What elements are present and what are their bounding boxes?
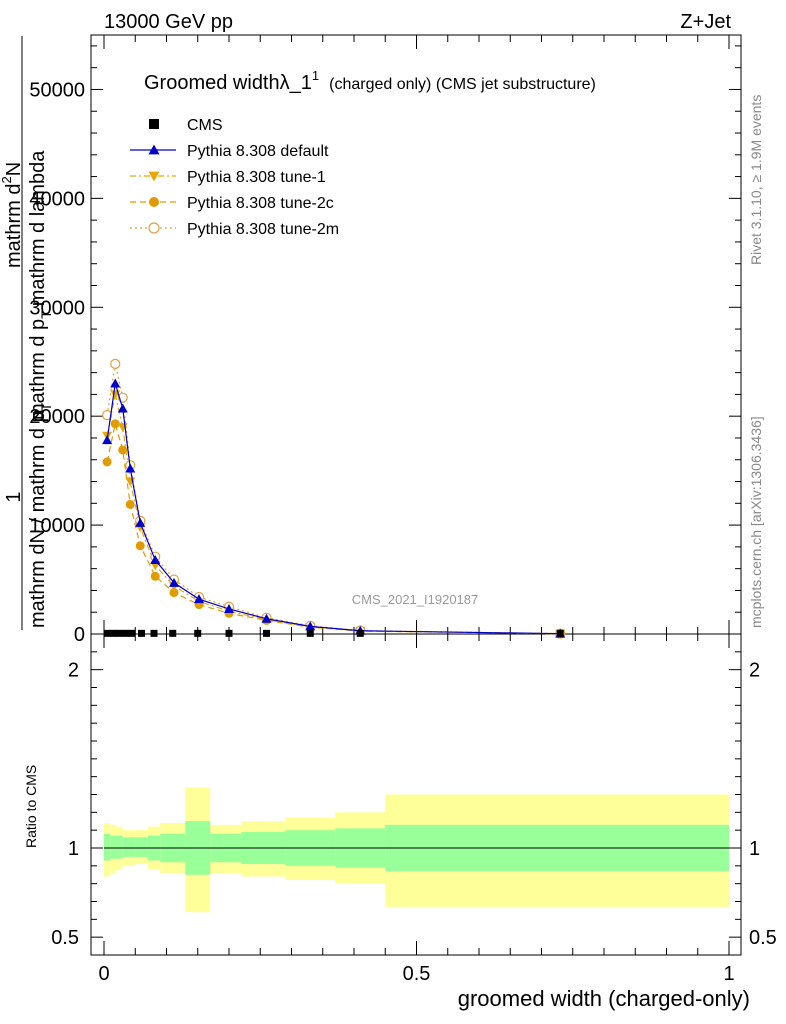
legend-marker-default [148, 144, 160, 155]
legend-label-tune2c: Pythia 8.308 tune-2c [187, 195, 334, 212]
legend: CMS Pythia 8.308 default Pythia 8.308 tune… [130, 117, 339, 238]
title-paren: (charged only) (CMS jet substructure) [329, 76, 596, 93]
ratio-ytick-label-left: 0.5 [51, 927, 79, 949]
series-point-tune2c [150, 571, 160, 581]
legend-marker-tune2c [149, 197, 159, 207]
ratio-band-inner [135, 837, 148, 857]
ratio-band-inner [116, 835, 123, 859]
header-left: 13000 GeV pp [104, 11, 233, 33]
series-point-default [110, 378, 121, 388]
series-point-default [102, 435, 113, 445]
series-point-tune2c [110, 419, 120, 429]
ratio-y-label: Ratio to CMS [23, 765, 39, 848]
y-label-denominator-sub: T [38, 402, 54, 411]
cms-data-point [306, 629, 314, 637]
legend-label-cms: CMS [187, 117, 223, 134]
series-point-default [169, 577, 179, 587]
title-lambda: λ_1 [280, 72, 312, 94]
series-point-default [135, 517, 146, 527]
title-sup: 1 [312, 68, 319, 83]
main-ytick-label: 20000 [29, 406, 85, 428]
series-point-default [305, 621, 316, 631]
series-point-tune2c [135, 541, 145, 551]
main-ytick-label: 40000 [29, 188, 85, 210]
series-point-default [117, 403, 128, 413]
legend-label-default: Pythia 8.308 default [187, 143, 329, 160]
legend-marker-tune1 [148, 171, 160, 182]
x-axis-label: groomed width (charged-only) [458, 986, 750, 1011]
series-point-tune2m [102, 409, 113, 421]
xtick-label: 1 [723, 963, 734, 985]
mcplots-label: mcplots.cern.ch [arXiv:1306.3436] [748, 416, 764, 628]
cms-data-point [138, 629, 145, 637]
y-label-lower-c: mathrm d lambda [27, 150, 49, 306]
header-right: Z+Jet [680, 11, 731, 33]
cms-data-point [150, 629, 158, 637]
y-label-denominator: mathrm dN / mathrm d pT [27, 402, 54, 628]
main-ytick-label: 30000 [29, 297, 85, 319]
cms-data-point [225, 629, 233, 637]
y-label-num-c: N [3, 162, 25, 176]
ratio-ytick-label-right: 1 [749, 838, 760, 860]
series-point-tune2m [110, 358, 121, 370]
rivet-label: Rivet 3.1.10, ≥ 1.9M events [748, 95, 764, 265]
legend-label-tune2m: Pythia 8.308 tune-2m [187, 221, 339, 238]
y-label-lower-b: T [38, 310, 54, 319]
ratio-ytick-label-right: 0.5 [749, 927, 777, 949]
y-label-num-b: 2 [0, 176, 14, 183]
ratio-ytick-label-right: 2 [749, 660, 760, 682]
series-point-default [150, 554, 161, 564]
cms-data-point [556, 629, 564, 637]
cms-data-point [116, 629, 124, 637]
xtick-label: 0.5 [403, 963, 431, 985]
title-main: Groomed width [144, 72, 280, 94]
series-layer [102, 358, 566, 639]
main-ytick-label: 50000 [29, 79, 85, 101]
y-label-lower: mathrm d pTmathrm d lambda [27, 150, 54, 420]
ratio-band-inner [122, 837, 136, 857]
ratio-band-inner [110, 835, 117, 859]
series-point-default [224, 603, 234, 613]
main-axis-ticks: 0 10000 20000 30000 40000 50000 [29, 45, 741, 646]
cms-data-point [169, 629, 177, 637]
series-point-default [194, 594, 204, 604]
main-ytick-label: 10000 [29, 515, 85, 537]
series-point-default [125, 463, 136, 473]
y-label-one: 1 [3, 491, 25, 502]
analysis-watermark: CMS_2021_I1920187 [352, 592, 479, 607]
x-axis-ticks: 0 0.5 1 [98, 35, 735, 985]
ratio-ytick-label-left: 2 [68, 660, 79, 682]
cms-data-point [122, 629, 130, 637]
cms-data-point [128, 629, 136, 637]
series-point-default [261, 613, 272, 623]
legend-marker-cms [149, 119, 159, 129]
series-point-tune2c [118, 445, 128, 455]
main-ytick-label: 0 [74, 624, 85, 646]
y-label-numerator: mathrm d2N [0, 162, 25, 268]
cms-data-point [356, 629, 364, 637]
ratio-ytick-label-left: 1 [68, 838, 79, 860]
series-point-tune2c [125, 499, 135, 509]
cms-data-point [103, 629, 111, 637]
legend-marker-tune2m [148, 222, 160, 234]
y-label-denominator-text: mathrm dN / mathrm d p [27, 411, 49, 628]
ratio-axis-ticks: 0.5 0.5 1 1 2 2 [51, 633, 777, 949]
y-label-num-a: mathrm d [3, 184, 25, 268]
cms-data-point [263, 629, 270, 637]
series-point-tune2c [169, 588, 179, 598]
plot-title: Groomed widthλ_11 (charged only) (CMS jet… [144, 68, 596, 94]
series-point-tune2c [102, 457, 112, 467]
series-line-tune2c [106, 423, 561, 635]
ratio-band-inner [104, 833, 111, 861]
series-line-tune1 [106, 394, 561, 635]
legend-label-tune1: Pythia 8.308 tune-1 [187, 169, 326, 186]
cms-data-point [194, 629, 202, 637]
xtick-label: 0 [98, 963, 109, 985]
y-label-lower-a: mathrm d p [27, 319, 49, 420]
cms-data-point [109, 629, 117, 637]
